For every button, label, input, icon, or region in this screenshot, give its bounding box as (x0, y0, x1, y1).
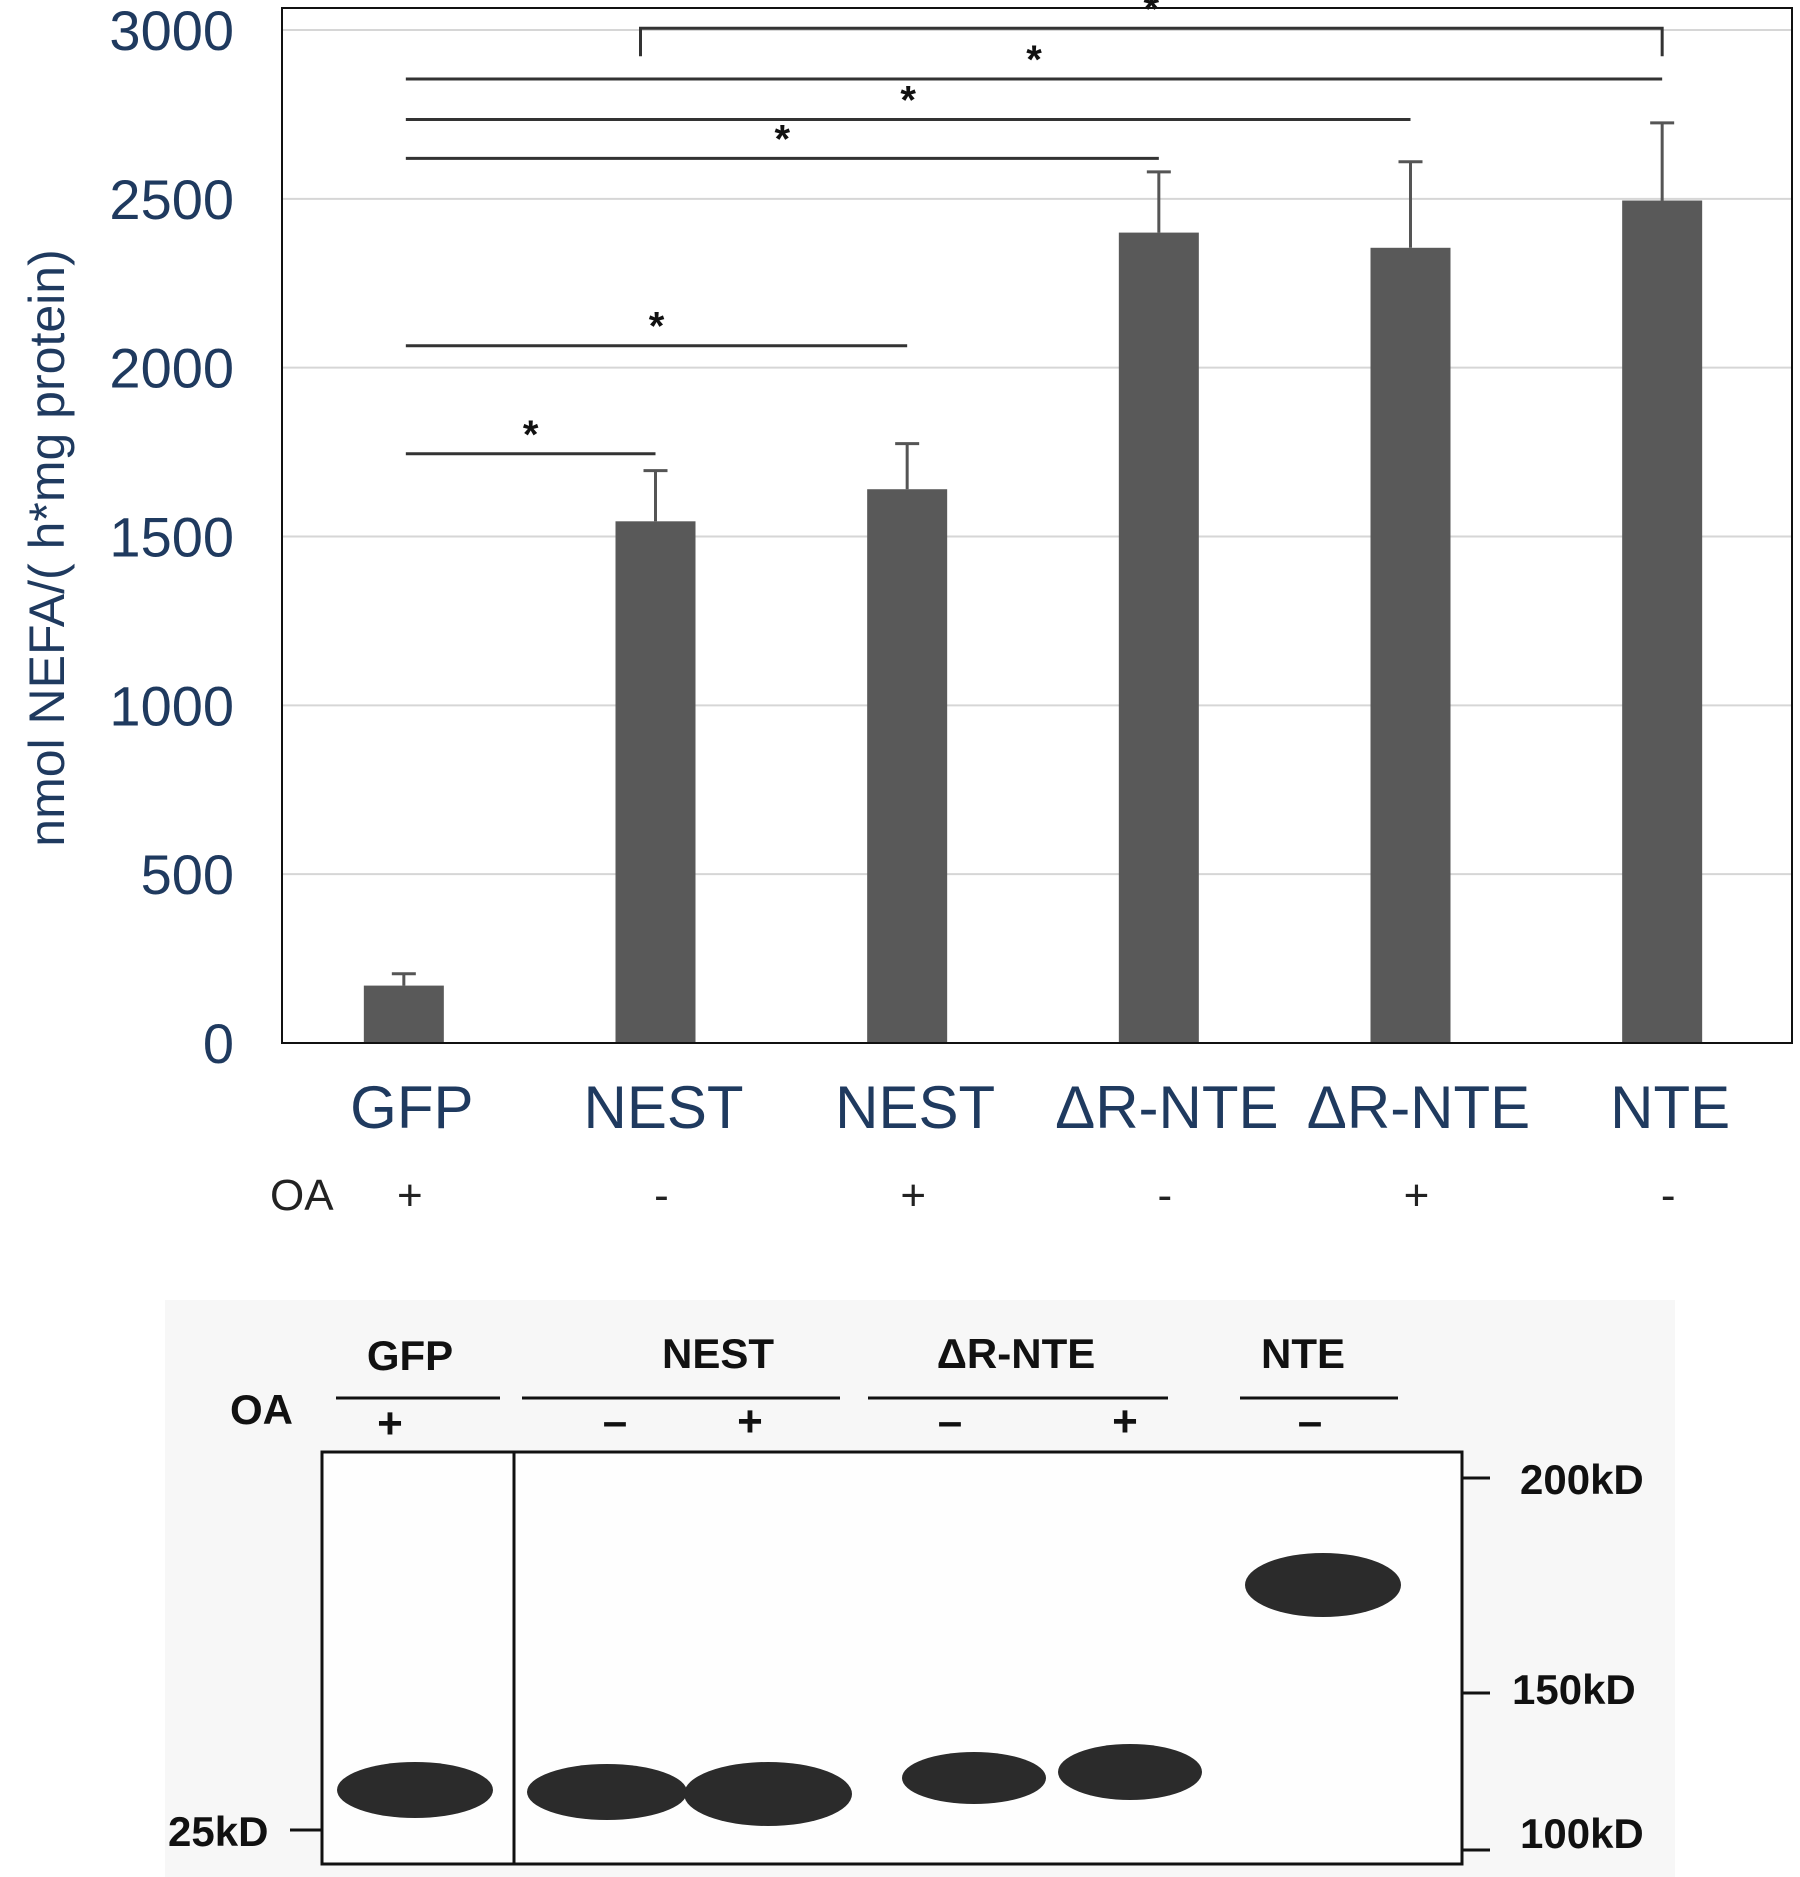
bar (615, 521, 696, 1043)
blot-band-lane-3 (684, 1762, 852, 1826)
marker-label-150: 150kD (1512, 1666, 1636, 1713)
oa-sign: + (397, 1171, 423, 1220)
bar (1622, 200, 1703, 1043)
western-blot: GFP NEST ΔR-NTE NTE OA + – + – + – 200kD… (165, 1300, 1675, 1877)
oa-sign: + (1404, 1171, 1430, 1220)
y-axis-label: nmol NEFA/( h*mg protein) (19, 249, 75, 846)
category-label: ΔR-NTE (1307, 1074, 1530, 1141)
y-tick-label: 2500 (109, 168, 234, 231)
blot-lane-sign-6: – (1298, 1397, 1322, 1446)
significance-star: * (649, 305, 665, 349)
blot-band-lane-6 (1245, 1553, 1401, 1617)
blot-group-nte: NTE (1261, 1330, 1345, 1377)
blot-lane-sign-5: + (1112, 1397, 1138, 1446)
oa-sign: - (654, 1171, 669, 1220)
significance-star: * (900, 78, 916, 122)
marker-label-100: 100kD (1520, 1810, 1644, 1857)
bar (1370, 247, 1451, 1044)
blot-group-nest: NEST (662, 1330, 774, 1377)
significance-star: * (523, 413, 539, 457)
y-tick-labels: 0 500 1000 1500 2000 2500 3000 (109, 0, 234, 1075)
y-tick-label: 1000 (109, 674, 234, 737)
blot-band-lane-2 (527, 1764, 687, 1820)
error-bars (391, 121, 1675, 986)
blot-band-lane-4 (902, 1752, 1046, 1804)
y-tick-label: 2000 (109, 337, 234, 400)
blot-membrane (320, 1450, 1464, 1866)
category-label: ΔR-NTE (1055, 1074, 1278, 1141)
oa-label: OA (270, 1171, 334, 1220)
y-tick-label: 0 (203, 1012, 234, 1075)
y-tick-label: 1500 (109, 506, 234, 569)
blot-lane-sign-1: + (377, 1399, 403, 1448)
blot-oa-label: OA (230, 1386, 293, 1433)
blot-lane-sign-4: – (938, 1397, 962, 1446)
category-label: NEST (583, 1074, 743, 1141)
oa-row: OA + - + - + - (270, 1171, 1675, 1220)
oa-sign: - (1158, 1171, 1173, 1220)
blot-group-gfp: GFP (367, 1332, 453, 1379)
bar (363, 985, 444, 1043)
y-tick-label: 500 (141, 843, 234, 906)
blot-band-lane-5 (1058, 1744, 1202, 1800)
significance-lines: * * * * * * (405, 0, 1664, 457)
gridlines (282, 29, 1792, 1044)
significance-star: * (1144, 0, 1160, 31)
marker-label-25: 25kD (168, 1808, 268, 1855)
category-labels: GFP NEST NEST ΔR-NTE ΔR-NTE NTE (350, 1074, 1730, 1141)
significance-star: * (1026, 38, 1042, 82)
bars (363, 200, 1703, 1044)
category-label: NTE (1610, 1074, 1730, 1141)
marker-label-200: 200kD (1520, 1456, 1644, 1503)
blot-lane-sign-3: + (737, 1397, 763, 1446)
bar (1118, 232, 1199, 1044)
oa-sign: + (900, 1171, 926, 1220)
category-label: GFP (350, 1074, 473, 1141)
bar (867, 489, 948, 1043)
category-label: NEST (835, 1074, 995, 1141)
y-tick-label: 3000 (109, 0, 234, 62)
blot-band-lane-1 (337, 1762, 493, 1818)
blot-lane-sign-2: – (603, 1397, 627, 1446)
significance-bracket (639, 26, 1664, 57)
significance-star: * (775, 117, 791, 161)
oa-sign: - (1661, 1171, 1676, 1220)
plot-frame (281, 7, 1793, 1044)
blot-group-dr-nte: ΔR-NTE (937, 1330, 1096, 1377)
